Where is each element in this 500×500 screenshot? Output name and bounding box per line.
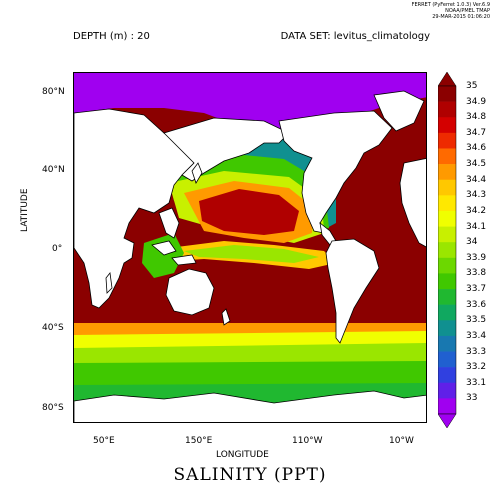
north-pacific-gyre-core: [199, 189, 299, 235]
borneo-island: [151, 240, 177, 256]
colorbar-label: 33.7: [466, 284, 487, 295]
indonesian-waters: [142, 233, 184, 278]
colorbar-over-triangle: [438, 72, 457, 87]
colorbar-label: 34.5: [466, 159, 487, 170]
lon-tick-150e: 150°E: [185, 436, 213, 446]
colorbar-label: 35: [466, 81, 478, 91]
salinity-map: [73, 72, 427, 423]
colorbar-label: 34.4: [466, 174, 487, 185]
colorbar-swatch: [438, 86, 456, 102]
africa-west-edge: [399, 158, 426, 248]
colorbar-swatch: [438, 382, 456, 399]
colorbar-label: 34.8: [466, 112, 487, 123]
colorbar-swatch: [438, 210, 456, 227]
colorbar-label: 33: [466, 393, 478, 404]
colorbar-label: 33.1: [466, 377, 487, 388]
south-america-landmass: [325, 238, 380, 344]
depth-label: DEPTH (m) : 20: [73, 31, 150, 42]
ferret-version-text: FERRET (PyFerret 1.0.3) Ver.6.9: [411, 2, 490, 8]
greenland-landmass: [373, 90, 425, 132]
colorbar-swatch: [438, 132, 456, 149]
colorbar-swatch: [438, 320, 456, 337]
colorbar-swatch: [438, 117, 456, 134]
lat-tick-80n: 80°N: [42, 87, 65, 97]
plot-title: SALINITY (PPT): [173, 465, 327, 485]
colorbar-label: 33.9: [466, 252, 487, 263]
colorbar-label: 34.6: [466, 143, 487, 154]
colorbar-swatch: [438, 367, 456, 384]
colorbar-label: 33.2: [466, 362, 487, 373]
colorbar-swatch: [438, 242, 456, 259]
colorbar: [438, 72, 457, 428]
latitude-axis-title: LATITUDE: [20, 188, 30, 232]
madagascar-island: [105, 272, 113, 294]
equatorial-pacific-inner: [184, 245, 319, 263]
lon-tick-110w: 110°W: [292, 436, 323, 446]
colorbar-swatch: [438, 398, 456, 415]
colorbar-label: 34: [466, 237, 478, 248]
australia-landmass: [165, 268, 215, 316]
colorbar-swatch: [438, 273, 456, 290]
new-zealand-island: [221, 308, 231, 326]
colorbar-swatch: [438, 335, 456, 352]
indochina-landmass: [158, 207, 180, 239]
organization-text: NOAA/PMEL TMAP: [445, 8, 490, 14]
dataset-label: DATA SET: levitus_climatology: [280, 31, 430, 42]
east-asia-landmass: [163, 117, 290, 182]
colorbar-label: 33.6: [466, 299, 487, 310]
colorbar-swatch: [438, 257, 456, 274]
colorbar-swatch: [438, 351, 456, 368]
colorbar-label: 34.7: [466, 127, 487, 138]
colorbar-swatch: [438, 164, 456, 181]
colorbar-swatch: [438, 195, 456, 212]
antarctica-landmass: [74, 390, 426, 422]
north-america-landmass: [278, 110, 393, 234]
lon-tick-50e: 50°E: [93, 436, 115, 446]
colorbar-swatch: [438, 226, 456, 243]
colorbar-label: 33.3: [466, 346, 487, 357]
colorbar-label: 34.1: [466, 221, 487, 232]
colorbar-under-triangle: [438, 413, 457, 428]
colorbar-label: 33.8: [466, 268, 487, 279]
colorbar-swatch: [438, 148, 456, 165]
lat-tick-0: 0°: [52, 244, 63, 254]
colorbar-label: 34.3: [466, 190, 487, 201]
map-canvas: [74, 73, 426, 422]
longitude-axis-title: LONGITUDE: [216, 450, 269, 460]
colorbar-label: 34.9: [466, 96, 487, 107]
lat-tick-40s: 40°S: [42, 323, 64, 333]
colorbar-label: 33.4: [466, 330, 487, 341]
colorbar-label: 33.5: [466, 315, 487, 326]
lat-tick-40n: 40°N: [42, 165, 65, 175]
colorbar-swatch: [438, 289, 456, 305]
timestamp-text: 29-MAR-2015 01:06:20: [432, 14, 490, 20]
lat-tick-80s: 80°S: [42, 403, 64, 413]
japan-island: [191, 162, 203, 184]
arctic-low-salinity: [74, 73, 426, 153]
new-guinea-island: [171, 254, 197, 266]
ferret-version-header: FERRET (PyFerret 1.0.3) Ver.6.9 NOAA/PME…: [412, 2, 490, 20]
colorbar-swatch: [438, 304, 456, 321]
colorbar-swatch: [438, 179, 456, 196]
colorbar-swatch: [438, 101, 456, 118]
colorbar-label: 34.2: [466, 205, 487, 216]
lon-tick-10w: 10°W: [389, 436, 414, 446]
